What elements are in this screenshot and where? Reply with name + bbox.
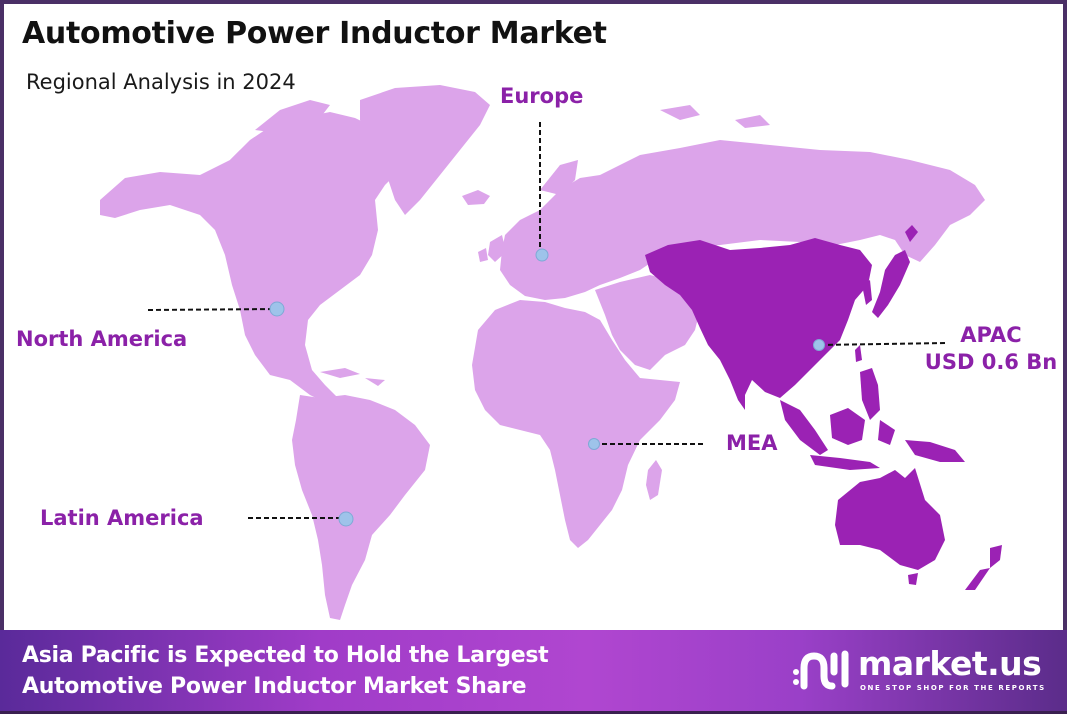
region-markers	[269, 248, 825, 527]
label-north-america: North America	[16, 327, 188, 351]
marker-latin-america	[338, 511, 354, 527]
leader-line-apac	[819, 342, 946, 346]
region-north-america	[100, 85, 490, 405]
region-africa	[472, 300, 680, 548]
logo-tagline: ONE STOP SHOP FOR THE REPORTS	[860, 684, 1046, 692]
page-title: Automotive Power Inductor Market	[22, 16, 607, 51]
market-us-logo: market.us ONE STOP SHOP FOR THE REPORTS	[790, 644, 1050, 694]
marker-north-america	[269, 301, 285, 317]
region-latin-america	[292, 395, 430, 620]
page-subtitle: Regional Analysis in 2024	[26, 70, 296, 94]
label-apac-value: USD 0.6 Bn	[924, 350, 1058, 374]
leader-line-north-america	[147, 308, 277, 311]
logo-name: market.us	[858, 644, 1042, 683]
region-caribbean	[320, 368, 385, 386]
leader-lines	[147, 122, 946, 519]
region-russia	[600, 105, 985, 262]
footer-headline: Asia Pacific is Expected to Hold the Lar…	[22, 640, 549, 702]
label-apac: APAC USD 0.6 Bn	[922, 322, 1060, 376]
label-mea: MEA	[726, 431, 778, 455]
marker-mea	[588, 438, 600, 450]
market-us-logo-icon	[793, 650, 849, 690]
region-middle-east	[595, 275, 700, 370]
footer-banner: Asia Pacific is Expected to Hold the Lar…	[0, 630, 1067, 714]
label-europe: Europe	[500, 84, 584, 108]
label-latin-america: Latin America	[40, 506, 204, 530]
region-asia-pacific	[645, 225, 1002, 590]
footer-line-1: Asia Pacific is Expected to Hold the Lar…	[22, 643, 549, 668]
world-map	[100, 85, 1002, 620]
marker-apac	[813, 339, 825, 351]
footer-line-2: Automotive Power Inductor Market Share	[22, 674, 527, 699]
marker-europe	[535, 248, 549, 262]
label-apac-name: APAC	[960, 323, 1022, 347]
